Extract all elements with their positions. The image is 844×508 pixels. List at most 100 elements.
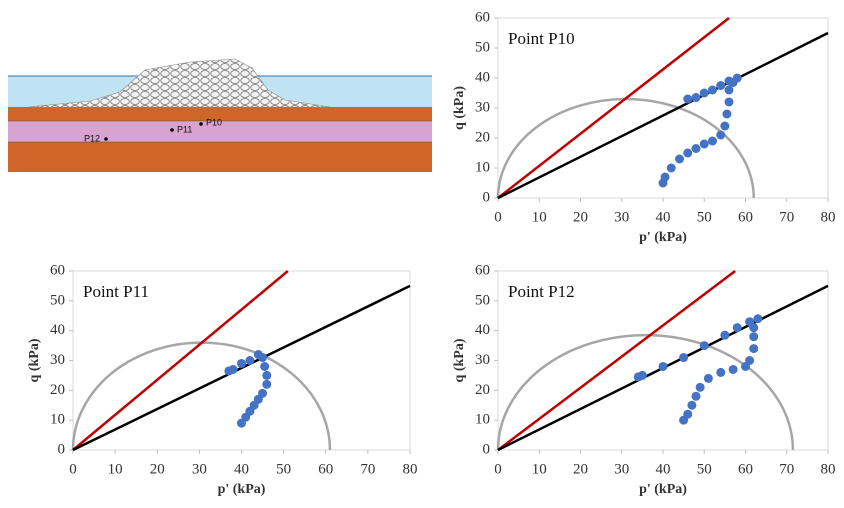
chart: 0 10 20 30 40 50 60 0 10 20 30 40 50 60 70 80 Point P10 p… xyxy=(452,9,835,245)
y-tick-label: 60 xyxy=(475,262,490,278)
line xyxy=(497,270,736,451)
chart-title: Point P10 xyxy=(508,29,575,48)
y-tick-label: 50 xyxy=(50,292,65,308)
y-tick-label: 10 xyxy=(50,412,65,428)
x-axis-title: p' (kPa) xyxy=(639,230,687,245)
data-point xyxy=(699,88,709,98)
layer-bottom xyxy=(8,142,432,172)
x-tick-label: 50 xyxy=(697,209,712,225)
x-tick-label: 10 xyxy=(532,461,547,477)
data-point xyxy=(666,163,676,173)
data-point xyxy=(749,332,759,342)
y-tick-label: 30 xyxy=(475,99,490,115)
line xyxy=(497,31,829,200)
yield-arc xyxy=(496,333,795,451)
layer-top xyxy=(8,107,432,121)
data-point xyxy=(724,85,734,95)
point-label: P10 xyxy=(206,117,222,127)
data-point xyxy=(728,364,738,374)
y-axis-title: q (kPa) xyxy=(452,86,467,130)
data-point xyxy=(732,73,742,83)
x-tick-label: 40 xyxy=(234,461,249,477)
x-tick-label: 70 xyxy=(779,461,794,477)
y-tick-label: 30 xyxy=(475,352,490,368)
data-point xyxy=(262,379,272,389)
y-tick-label: 40 xyxy=(475,69,490,85)
x-tick-label: 20 xyxy=(573,209,588,225)
data-point xyxy=(691,144,701,153)
layer-clay xyxy=(8,121,432,142)
y-tick-label: 0 xyxy=(58,441,66,457)
data-point xyxy=(658,361,668,371)
y-tick-label: 40 xyxy=(50,322,65,338)
cross-section: P10 P11 P12 xyxy=(8,58,432,172)
x-tick-label: 30 xyxy=(614,461,629,477)
chart: 0 10 20 30 40 50 60 0 10 20 30 40 50 60 70 80 Point P11 p… xyxy=(27,262,417,497)
x-tick-label: 40 xyxy=(656,461,671,477)
data-point xyxy=(720,330,730,340)
line xyxy=(72,270,289,451)
chart-title: Point P11 xyxy=(83,282,149,301)
data-point xyxy=(683,94,693,104)
data-point xyxy=(262,370,272,380)
data-point xyxy=(699,341,709,351)
y-tick-label: 60 xyxy=(475,9,490,25)
data-point xyxy=(724,76,734,86)
data-point xyxy=(675,154,684,164)
point-label: P12 xyxy=(84,133,100,143)
data-point xyxy=(753,314,763,324)
yield-arc xyxy=(71,341,332,451)
x-axis-title: p' (kPa) xyxy=(639,482,687,497)
data-point xyxy=(708,136,717,146)
data-point xyxy=(722,109,732,119)
data-point xyxy=(745,356,755,365)
data-point xyxy=(683,409,693,419)
data-point xyxy=(716,81,726,90)
x-tick-label: 50 xyxy=(697,461,712,477)
y-tick-label: 0 xyxy=(483,189,491,205)
x-tick-label: 0 xyxy=(494,209,502,225)
data-point xyxy=(745,317,755,327)
y-tick-label: 60 xyxy=(50,262,65,278)
x-tick-label: 80 xyxy=(403,461,418,477)
data-point xyxy=(695,382,705,392)
y-tick-label: 30 xyxy=(50,352,65,368)
data-point xyxy=(253,350,263,360)
data-point xyxy=(749,344,759,354)
data-point xyxy=(660,172,670,182)
data-point xyxy=(708,85,717,95)
data-point xyxy=(732,323,742,333)
embankment xyxy=(27,58,331,108)
x-tick-label: 10 xyxy=(532,209,547,225)
x-tick-label: 10 xyxy=(108,461,123,477)
data-point xyxy=(260,361,270,371)
x-tick-label: 70 xyxy=(360,461,375,477)
x-tick-label: 80 xyxy=(821,461,836,477)
data-point xyxy=(258,388,268,398)
x-tick-label: 0 xyxy=(69,461,77,477)
x-tick-label: 70 xyxy=(779,209,794,225)
data-point xyxy=(720,121,730,131)
x-tick-label: 30 xyxy=(192,461,207,477)
point-marker xyxy=(170,128,174,132)
x-tick-label: 80 xyxy=(821,209,836,225)
y-tick-label: 10 xyxy=(475,159,490,175)
x-tick-label: 30 xyxy=(614,209,629,225)
x-tick-label: 40 xyxy=(656,209,671,225)
y-tick-label: 20 xyxy=(475,129,490,145)
x-tick-label: 20 xyxy=(150,461,165,477)
point-marker xyxy=(104,137,108,141)
y-axis-title: q (kPa) xyxy=(452,338,467,382)
line xyxy=(497,17,730,199)
y-tick-label: 10 xyxy=(475,412,490,428)
data-point xyxy=(245,356,255,365)
y-tick-label: 40 xyxy=(475,322,490,338)
y-tick-label: 50 xyxy=(475,39,490,55)
x-tick-label: 60 xyxy=(738,461,753,477)
data-point xyxy=(691,391,701,401)
data-point xyxy=(683,148,693,158)
x-axis-title: p' (kPa) xyxy=(218,482,266,497)
yield-arc xyxy=(496,97,755,199)
x-tick-label: 20 xyxy=(573,461,588,477)
